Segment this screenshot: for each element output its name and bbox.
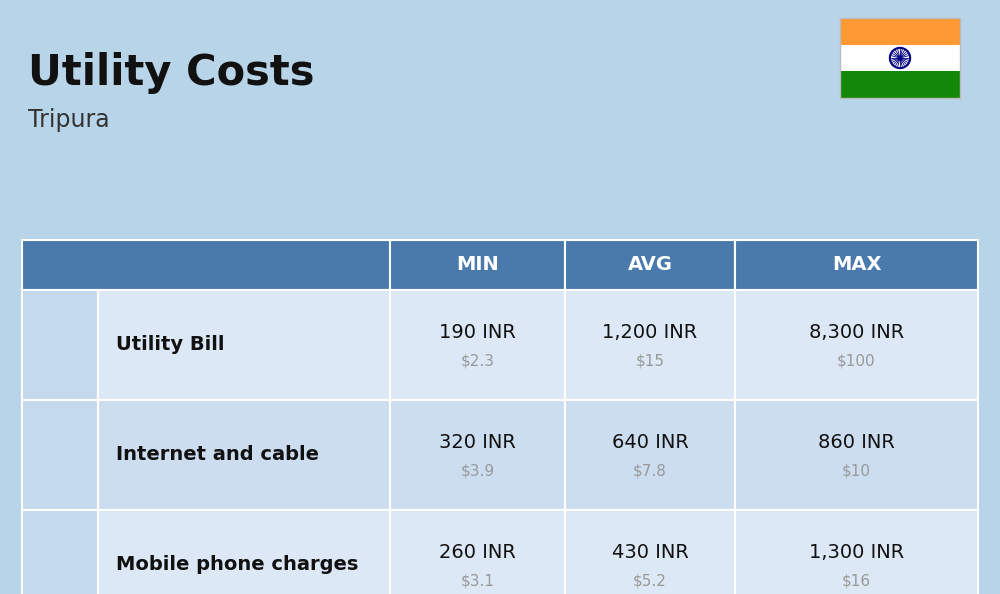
Text: $15: $15	[636, 353, 664, 368]
Bar	[840, 18, 960, 98]
Text: 430 INR: 430 INR	[612, 544, 688, 563]
Text: $7.8: $7.8	[633, 463, 667, 479]
Bar	[735, 510, 978, 594]
Text: $2.3: $2.3	[460, 353, 494, 368]
Text: Utility Costs: Utility Costs	[28, 52, 314, 94]
Bar	[565, 240, 735, 290]
Bar	[22, 400, 98, 510]
Text: $100: $100	[837, 353, 876, 368]
Bar	[22, 510, 98, 594]
Bar	[22, 290, 98, 400]
Bar	[565, 290, 735, 400]
Bar	[565, 400, 735, 510]
Bar	[390, 510, 565, 594]
Bar	[390, 400, 565, 510]
Text: $10: $10	[842, 463, 871, 479]
Text: $16: $16	[842, 573, 871, 589]
Bar	[22, 240, 390, 290]
Text: Mobile phone charges: Mobile phone charges	[116, 555, 358, 574]
Bar	[390, 240, 565, 290]
Text: Tripura: Tripura	[28, 108, 110, 132]
Text: $5.2: $5.2	[633, 573, 667, 589]
Bar	[735, 400, 978, 510]
Bar	[98, 290, 390, 400]
Circle shape	[899, 57, 901, 59]
Bar	[735, 240, 978, 290]
Text: 190 INR: 190 INR	[439, 324, 516, 343]
Text: 640 INR: 640 INR	[612, 434, 688, 453]
Bar	[565, 510, 735, 594]
Text: 1,300 INR: 1,300 INR	[809, 544, 904, 563]
Text: 260 INR: 260 INR	[439, 544, 516, 563]
Bar	[98, 510, 390, 594]
Text: 8,300 INR: 8,300 INR	[809, 324, 904, 343]
Text: Utility Bill: Utility Bill	[116, 336, 224, 355]
Text: $3.9: $3.9	[460, 463, 495, 479]
Text: 1,200 INR: 1,200 INR	[602, 324, 698, 343]
Bar	[735, 290, 978, 400]
Bar	[98, 400, 390, 510]
Text: $3.1: $3.1	[460, 573, 494, 589]
Bar	[840, 71, 960, 98]
Text: AVG: AVG	[628, 255, 672, 274]
Bar	[840, 18, 960, 45]
Text: 320 INR: 320 INR	[439, 434, 516, 453]
Bar	[390, 290, 565, 400]
Bar	[840, 45, 960, 71]
Text: MIN: MIN	[456, 255, 499, 274]
Text: 860 INR: 860 INR	[818, 434, 895, 453]
Text: Internet and cable: Internet and cable	[116, 446, 319, 465]
Text: MAX: MAX	[832, 255, 881, 274]
